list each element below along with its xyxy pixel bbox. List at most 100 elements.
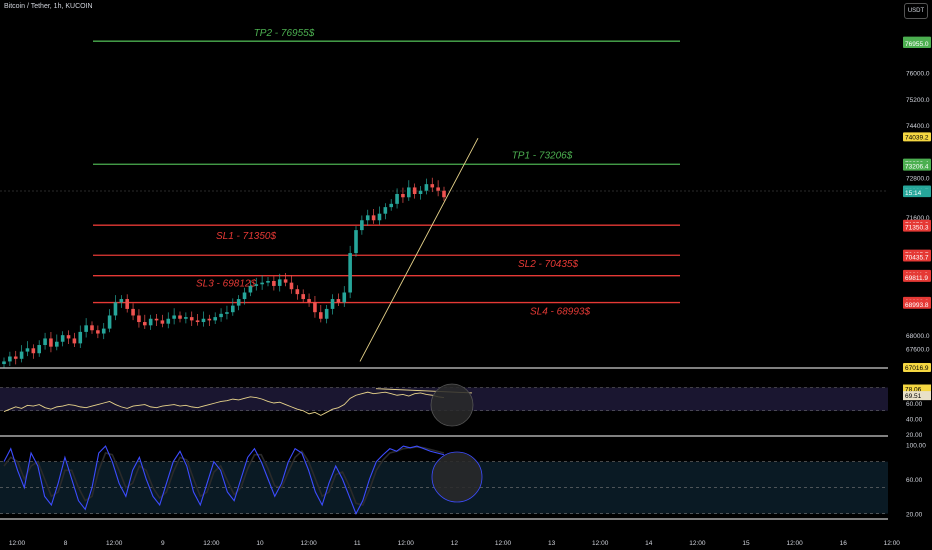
price-tick-label: 71600.0 [906,215,930,222]
time-tick-label: 12:00 [300,540,317,547]
candle-body [201,318,206,323]
time-tick-label: 12:00 [786,540,803,547]
candle-body [119,299,124,303]
stoch-tick-label: 20.00 [906,512,923,519]
candle-body [319,312,323,319]
candle-body [272,281,276,286]
candle-body [395,194,399,204]
candle-body [412,187,417,194]
price-label: 73206.4 [905,164,929,171]
currency-button[interactable]: USDT [904,3,928,19]
candle-body [101,328,106,334]
candle-body [418,190,423,194]
stoch-k-line [3,445,445,515]
time-tick-label: 12:00 [495,540,512,547]
candle-body [13,356,18,359]
candle-body [231,305,235,313]
candle-body [178,315,182,319]
level-label-tp2: TP2 - 76955$ [254,28,315,39]
time-tick-label: 11 [354,540,361,547]
rsi-line [3,391,445,416]
candle-body [96,330,100,334]
time-tick-label: 12:00 [106,540,123,547]
candle-body [389,203,393,208]
price-label: 71350.3 [905,225,929,232]
candle-body [307,299,311,303]
time-tick-label: 9 [161,540,165,547]
candle-body [60,335,65,342]
symbol-title: Bitcoin / Tether, 1h, KUCOIN [4,3,93,10]
candle-body [336,299,341,303]
candle-body [295,289,300,295]
time-tick-label: 12:00 [9,540,26,547]
candle-body [289,282,294,290]
candle-body [266,281,270,283]
candle-body [90,325,94,331]
candle-body [330,299,335,309]
candle-body [2,361,6,365]
stoch-tick-label: 100.00 [906,442,926,449]
time-tick-label: 15 [742,540,750,547]
candle-body [219,313,223,318]
candle-body [407,187,411,198]
time-tick-label: 12:00 [203,540,220,547]
level-label-sl1: SL1 - 71350$ [216,231,276,242]
candle-body [383,207,388,214]
candle-body [248,285,253,293]
candle-body [313,302,317,313]
rsi-tick-label: 60.00 [906,401,923,408]
price-label-box [903,132,931,142]
candle-body [260,282,264,285]
price-label-box [903,299,931,309]
candle-body [371,215,376,221]
candle-body [184,317,188,319]
price-tick-label: 67600.0 [906,346,930,353]
rsi-value-box [903,384,931,394]
candle-body [55,341,59,347]
candle-body [283,279,288,283]
candle-body [78,331,83,344]
candle-body [225,312,229,314]
time-tick-label: 12 [451,540,459,547]
candle-body [213,317,217,321]
stoch-highlight-circle [431,451,483,503]
level-label-sl3: SL3 - 69812$ [196,279,256,290]
candle-body [236,299,241,306]
candle-body [424,184,429,191]
candle-body [37,345,41,354]
candle-body [324,308,329,319]
price-label: 74039.2 [905,134,929,141]
rsi-tick-label: 20.00 [906,432,923,439]
candle-body [131,308,135,316]
candle-body [442,190,446,198]
price-label-box [903,161,931,171]
candle-body [148,318,153,326]
candle-body [143,322,147,326]
price-tick-label: 74400.0 [906,123,930,130]
candle-body [377,213,382,221]
level-label-sl2: SL2 - 70435$ [518,259,578,270]
stoch-tick-label: 60.00 [906,477,923,484]
price-tick-label: 68000.0 [906,333,930,340]
candle-body [72,338,77,344]
rsi-tick-label: 40.00 [906,417,923,424]
candle-body [189,317,194,321]
candle-body [154,318,159,321]
candle-body [348,253,352,293]
candle-body [66,335,71,339]
rsi-ma-label: 69.51 [905,393,922,400]
candle-body [107,315,112,329]
time-tick-label: 13 [548,540,556,547]
candle-body [342,292,347,303]
price-tick-label: 75200.0 [906,97,930,104]
candle-body [160,320,165,324]
trendline [359,137,479,362]
price-tick-label: 76000.0 [906,71,930,78]
price-label: 15:14 [905,190,922,197]
level-label-tp1: TP1 - 73206$ [512,150,573,161]
candle-body [430,184,435,188]
candle-body [31,348,36,354]
candle-body [436,187,440,191]
time-tick-label: 8 [64,540,68,547]
